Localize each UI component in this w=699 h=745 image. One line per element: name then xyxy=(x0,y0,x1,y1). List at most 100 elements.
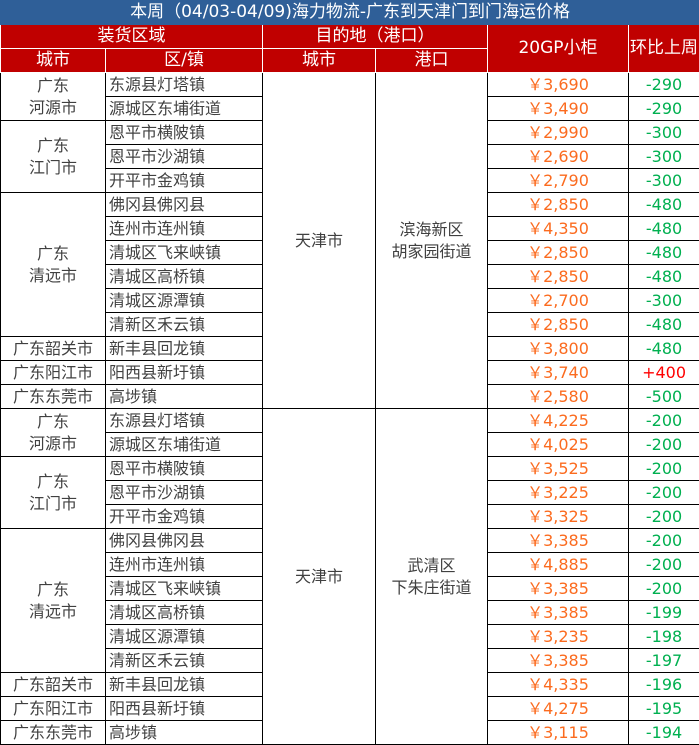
origin-district: 清城区高桥镇 xyxy=(105,264,263,289)
origin-district: 新丰县回龙镇 xyxy=(105,336,263,361)
price-20gp: ￥2,700 xyxy=(487,288,629,313)
price-20gp: ￥3,115 xyxy=(487,720,629,745)
week-change: -480 xyxy=(627,240,699,265)
week-change: -480 xyxy=(627,336,699,361)
origin-district: 新丰县回龙镇 xyxy=(105,672,263,697)
origin-district: 阳西县新圩镇 xyxy=(105,360,263,385)
price-20gp: ￥3,385 xyxy=(487,600,629,625)
price-20gp: ￥2,990 xyxy=(487,120,629,145)
price-20gp: ￥2,850 xyxy=(487,312,629,337)
table-row: 清城区飞来峡镇 ￥3,385 -200 xyxy=(1,576,699,601)
header-city: 城市 xyxy=(0,48,106,73)
origin-district: 连州市连州镇 xyxy=(105,552,263,577)
table-row: 开平市金鸡镇 ￥3,325 -200 xyxy=(1,504,699,529)
table-row: 清城区飞来峡镇 ￥2,850 -480 xyxy=(1,240,699,265)
origin-district: 东源县灯塔镇 xyxy=(105,72,263,97)
week-change: -200 xyxy=(627,480,699,505)
origin-city: 广东东莞市 xyxy=(0,720,106,745)
price-20gp: ￥3,800 xyxy=(487,336,629,361)
origin-district: 清城区源潭镇 xyxy=(105,624,263,649)
week-change: -200 xyxy=(627,552,699,577)
price-20gp: ￥4,350 xyxy=(487,216,629,241)
price-20gp: ￥3,690 xyxy=(487,72,629,97)
table-row: 广东 清远市 佛冈县佛冈县 ￥3,385 -200 xyxy=(0,528,699,673)
origin-district: 恩平市沙湖镇 xyxy=(105,144,263,169)
origin-city: 广东 清远市 xyxy=(0,528,106,673)
origin-district: 恩平市横陂镇 xyxy=(105,120,263,145)
origin-district: 清城区飞来峡镇 xyxy=(105,240,263,265)
price-20gp: ￥2,850 xyxy=(487,264,629,289)
week-change: -300 xyxy=(627,288,699,313)
dest-city: 天津市 xyxy=(262,72,376,409)
dest-city: 天津市 xyxy=(262,408,376,745)
price-20gp: ￥3,385 xyxy=(487,648,629,673)
week-change: -300 xyxy=(627,168,699,193)
table-row: 广东 河源市 东源县灯塔镇 天津市 滨海新区 胡家园街道 ￥3,690 -290 xyxy=(0,72,699,409)
origin-city: 广东阳江市 xyxy=(0,696,106,721)
origin-district: 东源县灯塔镇 xyxy=(105,408,263,433)
week-change: -194 xyxy=(627,720,699,745)
price-20gp: ￥4,025 xyxy=(487,432,629,457)
week-change: -199 xyxy=(627,600,699,625)
week-change: -300 xyxy=(627,120,699,145)
week-change: -480 xyxy=(627,312,699,337)
week-change: -200 xyxy=(627,432,699,457)
origin-city: 广东 江门市 xyxy=(0,120,106,193)
price-20gp: ￥3,740 xyxy=(487,360,629,385)
week-change: -197 xyxy=(627,648,699,673)
origin-city: 广东韶关市 xyxy=(0,336,106,361)
origin-city: 广东 江门市 xyxy=(0,456,106,529)
week-change: -480 xyxy=(627,264,699,289)
price-20gp: ￥3,525 xyxy=(487,456,629,481)
header-dest-city: 城市 xyxy=(262,48,376,73)
header-port: 港口 xyxy=(375,48,488,73)
header-loading-area: 装货区域 xyxy=(0,24,263,49)
origin-district: 清城区飞来峡镇 xyxy=(105,576,263,601)
week-change: -198 xyxy=(627,624,699,649)
table-row: 广东韶关市 新丰县回龙镇 ￥3,800 -480 xyxy=(0,336,699,361)
table-row: 清城区源潭镇 ￥3,235 -198 xyxy=(1,624,699,649)
dest-port: 滨海新区 胡家园街道 xyxy=(375,72,488,409)
origin-district: 佛冈县佛冈县 xyxy=(105,528,263,553)
origin-district: 清城区高桥镇 xyxy=(105,600,263,625)
header-destination: 目的地（港口） xyxy=(262,24,488,49)
origin-district: 恩平市沙湖镇 xyxy=(105,480,263,505)
origin-district: 源城区东埔街道 xyxy=(105,96,263,121)
table-row: 恩平市沙湖镇 ￥3,225 -200 xyxy=(1,480,699,505)
week-change: -200 xyxy=(627,504,699,529)
price-20gp: ￥3,225 xyxy=(487,480,629,505)
origin-city: 广东 清远市 xyxy=(0,192,106,337)
week-change: -195 xyxy=(627,696,699,721)
origin-district: 连州市连州镇 xyxy=(105,216,263,241)
price-20gp: ￥3,385 xyxy=(487,528,629,553)
origin-district: 开平市金鸡镇 xyxy=(105,504,263,529)
origin-district: 阳西县新圩镇 xyxy=(105,696,263,721)
table-row: 广东阳江市 阳西县新圩镇 ￥4,275 -195 xyxy=(0,696,699,721)
week-change: -290 xyxy=(627,72,699,97)
week-change: -200 xyxy=(627,576,699,601)
table-title: 本周（04/03-04/09)海力物流-广东到天津门到门海运价格 xyxy=(0,0,699,25)
price-20gp: ￥3,490 xyxy=(487,96,629,121)
week-change: -200 xyxy=(627,456,699,481)
price-20gp: ￥2,850 xyxy=(487,192,629,217)
table-row: 广东 江门市 恩平市横陂镇 ￥3,525 -200 xyxy=(0,456,699,529)
price-20gp: ￥4,335 xyxy=(487,672,629,697)
origin-district: 高埗镇 xyxy=(105,720,263,745)
table-body: 广东 河源市 东源县灯塔镇 天津市 滨海新区 胡家园街道 ￥3,690 -290 源城区东埔… xyxy=(0,72,699,745)
table-row: 广东阳江市 阳西县新圩镇 ￥3,740 +400 xyxy=(0,360,699,385)
table-row: 广东韶关市 新丰县回龙镇 ￥4,335 -196 xyxy=(0,672,699,697)
origin-district: 清新区禾云镇 xyxy=(105,648,263,673)
dest-port: 武清区 下朱庄街道 xyxy=(375,408,488,745)
week-change: -480 xyxy=(627,216,699,241)
origin-city: 广东韶关市 xyxy=(0,672,106,697)
origin-district: 佛冈县佛冈县 xyxy=(105,192,263,217)
price-20gp: ￥2,850 xyxy=(487,240,629,265)
price-20gp: ￥3,235 xyxy=(487,624,629,649)
origin-district: 开平市金鸡镇 xyxy=(105,168,263,193)
week-change: +400 xyxy=(627,360,699,385)
table-row: 广东 江门市 恩平市横陂镇 ￥2,990 -300 xyxy=(0,120,699,193)
week-change: -500 xyxy=(627,384,699,409)
origin-district: 清新区禾云镇 xyxy=(105,312,263,337)
table-row: 清城区高桥镇 ￥3,385 -199 xyxy=(1,600,699,625)
